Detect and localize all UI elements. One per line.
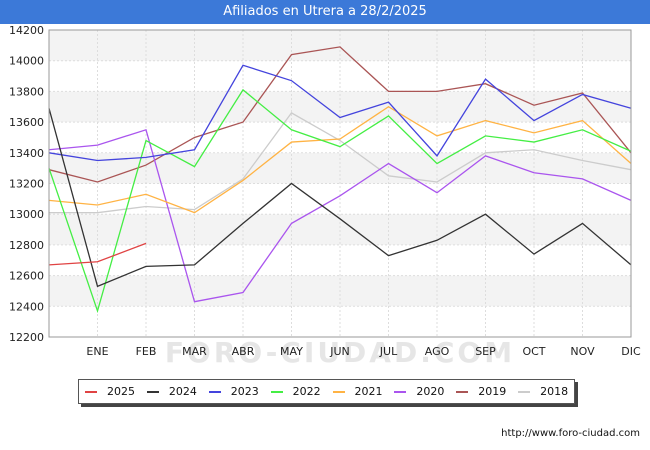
y-tick-label: 13000 [9, 208, 44, 221]
y-tick-label: 13600 [9, 116, 44, 129]
series-line-2018 [49, 112, 632, 214]
x-tick-label: AGO [425, 345, 450, 358]
y-tick-label: 12200 [9, 331, 44, 344]
x-tick-label: FEB [136, 345, 157, 358]
series-lines [48, 46, 632, 314]
legend-item-2021: 2021 [332, 385, 389, 398]
series-line-2020 [48, 128, 632, 303]
y-tick-label: 12400 [9, 300, 44, 313]
axes: 12200 12400 12600 12800 13000 13200 13400 13600… [9, 24, 641, 358]
x-tick-label: OCT [522, 345, 545, 358]
series-line-2023 [48, 64, 632, 162]
series-line-2021 [48, 105, 632, 214]
y-tick-label: 13200 [9, 178, 44, 191]
chart-title: Afiliados en Utrera a 28/2/2025 [0, 0, 650, 24]
legend-item-2019: 2019 [456, 385, 512, 398]
legend-label: 2021 [354, 385, 383, 398]
x-tick-label: MAY [280, 345, 303, 358]
legend-swatch [146, 390, 159, 393]
y-tick-label: 12800 [9, 239, 44, 252]
y-tick-label: 14000 [9, 55, 44, 68]
legend-item-2022: 2022 [270, 385, 327, 398]
legend-item-2018: 2018 [518, 385, 574, 398]
legend: 2025 2024 2023 2022 2021 2020 2019 2018 [78, 379, 575, 404]
y-tick-label: 14200 [9, 24, 44, 37]
x-tick-label: SEP [475, 345, 496, 358]
legend-swatch [208, 390, 221, 393]
legend-label: 2018 [540, 385, 569, 398]
x-tick-label: JUL [379, 345, 398, 358]
legend-item-2025: 2025 [85, 385, 141, 398]
x-tick-label: MAR [182, 345, 207, 358]
plot-frame [48, 29, 632, 338]
x-tick-label: DIC [621, 345, 641, 358]
legend-swatch [394, 390, 407, 393]
legend-swatch [332, 390, 345, 393]
y-tick-label: 13400 [9, 147, 44, 160]
line-chart: FORO-CIUDAD.COM 12200 12400 12600 12800 1300… [9, 24, 641, 369]
legend-item-2020: 2020 [394, 385, 450, 398]
series-line-2024 [48, 108, 632, 288]
legend-label: 2023 [230, 385, 259, 398]
x-tick-label: JUN [329, 345, 350, 358]
footer-url: http://www.foro-ciudad.com [501, 428, 640, 439]
legend-label: 2024 [168, 385, 197, 398]
legend-label: 2022 [292, 385, 321, 398]
watermark: FORO-CIUDAD.COM [165, 336, 515, 369]
legend-swatch [518, 390, 531, 393]
legend-label: 2019 [478, 385, 507, 398]
legend-swatch [270, 390, 283, 393]
legend-swatch [456, 390, 469, 393]
legend-swatch [85, 390, 97, 393]
legend-label: 2025 [107, 385, 135, 398]
legend-item-2023: 2023 [208, 385, 265, 398]
series-line-2025 [48, 242, 147, 266]
y-tick-label: 13800 [9, 85, 44, 98]
x-tick-label: ENE [86, 345, 108, 358]
x-tick-label: ABR [232, 345, 255, 358]
legend-label: 2020 [416, 385, 445, 398]
legend-item-2024: 2024 [146, 385, 203, 398]
series-line-2022 [48, 88, 632, 314]
series-line-2019 [48, 46, 632, 183]
y-tick-label: 12600 [9, 270, 44, 283]
x-tick-label: NOV [570, 345, 595, 358]
